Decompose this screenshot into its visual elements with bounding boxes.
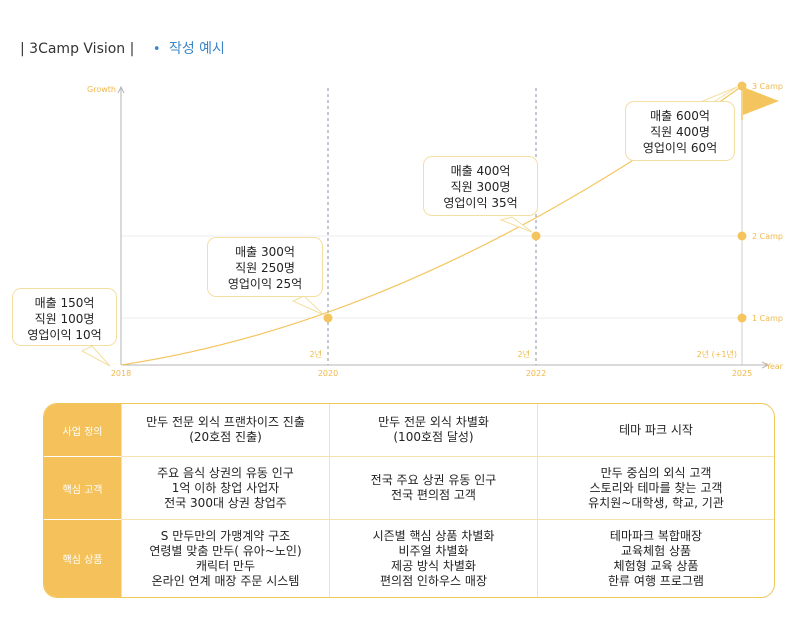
table-cell: 만두 전문 외식 프랜차이즈 진출 (20호점 진출) — [121, 404, 329, 457]
interval-label-2: 2년 — [518, 349, 530, 359]
bubble-line: 직원 100명 — [34, 312, 95, 326]
table-cell: 전국 주요 상권 유동 인구 전국 편의점 고객 — [329, 457, 537, 520]
year-label-2020: 2020 — [318, 369, 338, 378]
vision-table: 사업 정의 만두 전문 외식 프랜차이즈 진출 (20호점 진출) 만두 전문 … — [43, 403, 775, 598]
camp3-dot — [737, 81, 747, 91]
milestone-dot-2022 — [531, 231, 541, 241]
interval-label-3: 2년 (+1년) — [697, 349, 737, 359]
year-label-2022: 2022 — [526, 369, 546, 378]
row-label-business: 사업 정의 — [44, 404, 121, 457]
bubble-line: 영업이익 10억 — [27, 328, 102, 342]
milestone-bubble-2020: 매출 300억 직원 250명 영업이익 25억 — [207, 237, 323, 297]
table-cell: S 만두만의 가맹계약 구조 연령별 맞춤 만두( 유아~노인) 캐릭터 만두 … — [121, 520, 329, 597]
row-label-product: 핵심 상품 — [44, 520, 121, 597]
bubble-tail-2018 — [80, 345, 111, 367]
table-cell: 만두 전문 외식 차별화 (100호점 달성) — [329, 404, 537, 457]
y-axis-label: Growth — [87, 85, 116, 94]
bubble-line: 매출 400억 — [450, 164, 511, 178]
x-axis-arrow-icon — [761, 361, 770, 369]
y-axis-arrow-icon — [117, 85, 125, 94]
table-cell: 테마 파크 시작 — [537, 404, 774, 457]
bubble-line: 직원 400명 — [650, 125, 710, 139]
camp2-label: 2 Camp — [752, 232, 783, 241]
table-cell: 시즌별 핵심 상품 차별화 비주얼 차별화 제공 방식 차별화 편의점 인하우스… — [329, 520, 537, 597]
bubble-line: 매출 300억 — [235, 245, 295, 259]
camp1-dot — [737, 313, 747, 323]
bubble-line: 영업이익 35억 — [443, 196, 518, 210]
subtitle: 작성 예시 — [168, 41, 225, 57]
row-label-customer: 핵심 고객 — [44, 457, 121, 520]
header: | 3Camp Vision | • 작성 예시 — [20, 38, 225, 58]
interval-label-1: 2년 — [310, 349, 322, 359]
camp2-dot — [737, 231, 747, 241]
vision-title: | 3Camp Vision | — [20, 41, 135, 57]
bubble-tail-2020 — [291, 295, 325, 316]
milestone-bubble-2025: 매출 600억 직원 400명 영업이익 60억 — [625, 101, 735, 161]
bubble-line: 영업이익 25억 — [227, 277, 303, 291]
camp1-label: 1 Camp — [752, 314, 783, 323]
table-cell: 주요 음식 상권의 유동 인구 1억 이하 창업 사업자 전국 300대 상권 … — [121, 457, 329, 520]
bubble-line: 영업이익 60억 — [642, 141, 718, 155]
milestone-dot-2020 — [323, 313, 333, 323]
bullet-icon: • — [152, 42, 161, 57]
milestone-bubble-2018: 매출 150억 직원 100명 영업이익 10억 — [12, 288, 117, 346]
milestone-bubble-2022: 매출 400억 직원 300명 영업이익 35억 — [423, 156, 538, 216]
table-cell: 만두 중심의 외식 고객 스토리와 테마를 찾는 고객 유치원~대학생, 학교,… — [537, 457, 774, 520]
camp3-label: 3 Camp — [752, 82, 783, 91]
x-axis-label: Year — [765, 362, 784, 371]
flag-icon — [743, 87, 779, 115]
table-cell: 테마파크 복합매장 교육체험 상품 체험형 교육 상품 한류 여행 프로그램 — [537, 520, 774, 597]
growth-diagram: Growth Year 3 Camp 2 Camp 1 Camp 2018 20… — [80, 81, 784, 378]
bubble-tail-2022 — [499, 216, 533, 233]
bubble-line: 매출 150억 — [34, 296, 95, 310]
bubble-line: 매출 600억 — [650, 109, 710, 123]
bubble-line: 직원 250명 — [235, 261, 295, 275]
year-label-2025: 2025 — [732, 369, 752, 378]
bubble-line: 직원 300명 — [450, 180, 511, 194]
year-label-2018: 2018 — [111, 369, 131, 378]
